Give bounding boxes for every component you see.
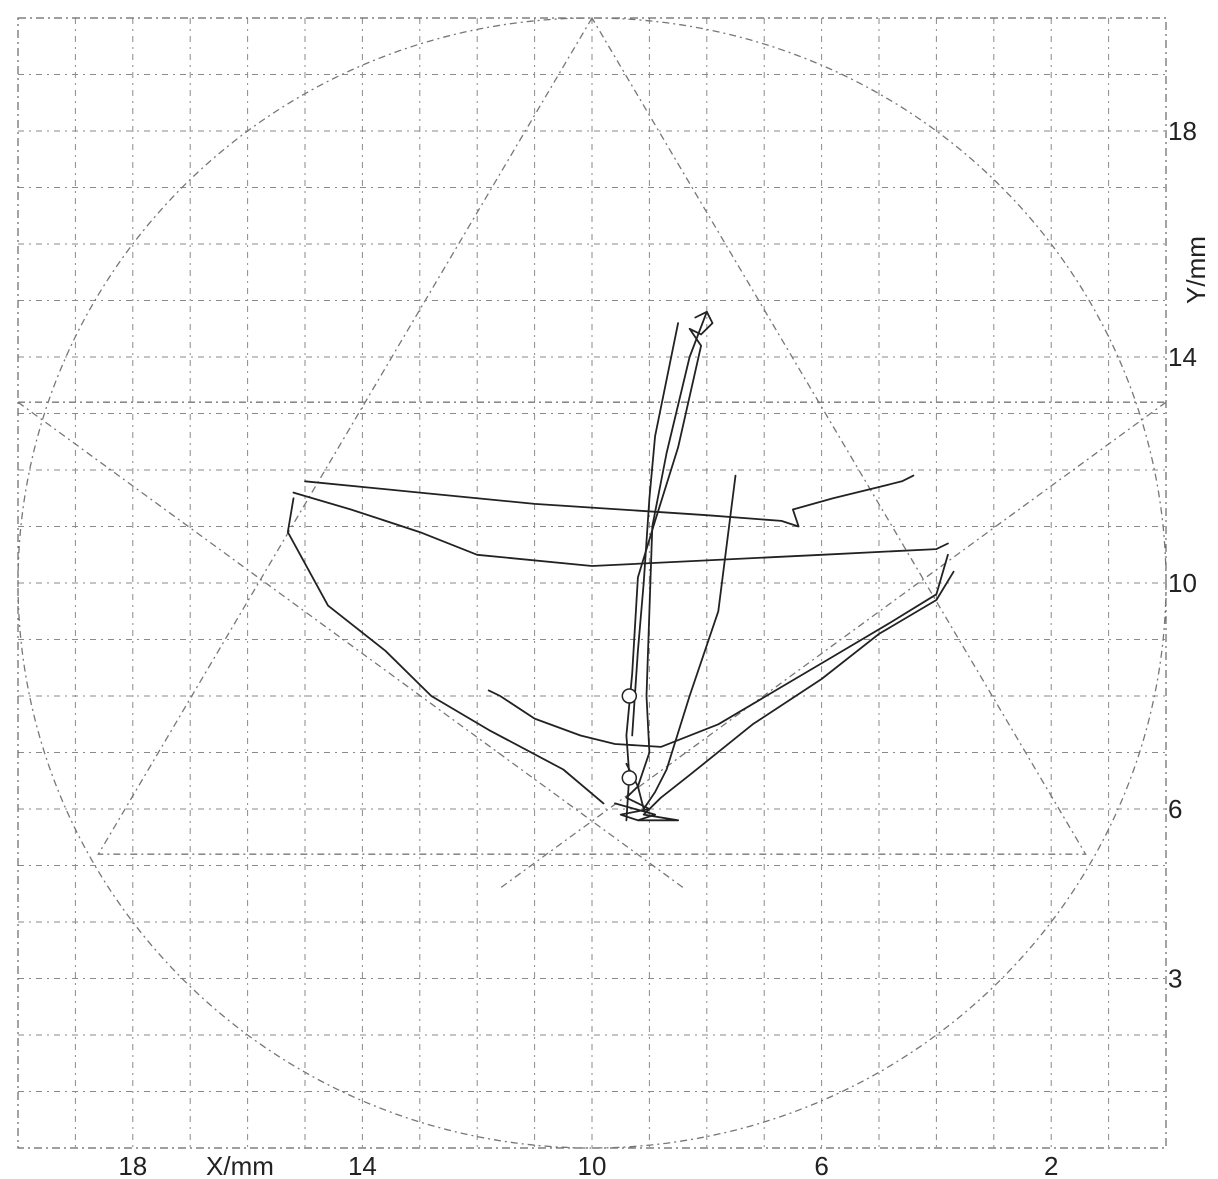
x-tick-label: 6: [814, 1151, 828, 1179]
trajectory-trace: [292, 491, 949, 567]
x-tick-label: 10: [578, 1151, 607, 1179]
y-axis-label: Y/mm: [1181, 236, 1211, 304]
guide-circle: [17, 17, 1167, 1149]
grid: [18, 18, 1166, 1148]
trajectory-trace: [625, 310, 714, 822]
guide-line: [17, 401, 685, 889]
y-tick-label: 3: [1168, 964, 1182, 994]
trajectory-trace: [637, 570, 955, 822]
trajectory-trace: [642, 474, 737, 810]
trajectory-trace: [631, 322, 679, 737]
x-axis-label: X/mm: [206, 1151, 274, 1179]
x-tick-label: 2: [1044, 1151, 1058, 1179]
guide-geometry: [17, 16, 1167, 1149]
y-tick-label: 18: [1168, 116, 1197, 146]
y-tick-labels: 3 6 10 14 18: [1168, 116, 1197, 994]
guide-line: [499, 401, 1167, 889]
x-tick-label: 14: [348, 1151, 377, 1179]
y-tick-label: 10: [1168, 568, 1197, 598]
markers: [621, 688, 638, 786]
y-tick-label: 6: [1168, 794, 1182, 824]
trajectory-trace: [614, 762, 656, 822]
trajectory-marker: [621, 770, 638, 786]
trajectory-trace: [286, 497, 605, 805]
guide-triangle: [97, 16, 1087, 855]
trajectory-trace: [304, 474, 915, 528]
x-tick-label: 18: [118, 1151, 147, 1179]
trajectory-trace: [637, 310, 708, 810]
trajectory-marker: [621, 688, 638, 704]
trajectory-trace: [487, 553, 949, 748]
trajectory-traces: [286, 310, 955, 822]
y-tick-label: 14: [1168, 342, 1197, 372]
x-tick-labels: 18 14 10 6 2: [118, 1151, 1058, 1179]
